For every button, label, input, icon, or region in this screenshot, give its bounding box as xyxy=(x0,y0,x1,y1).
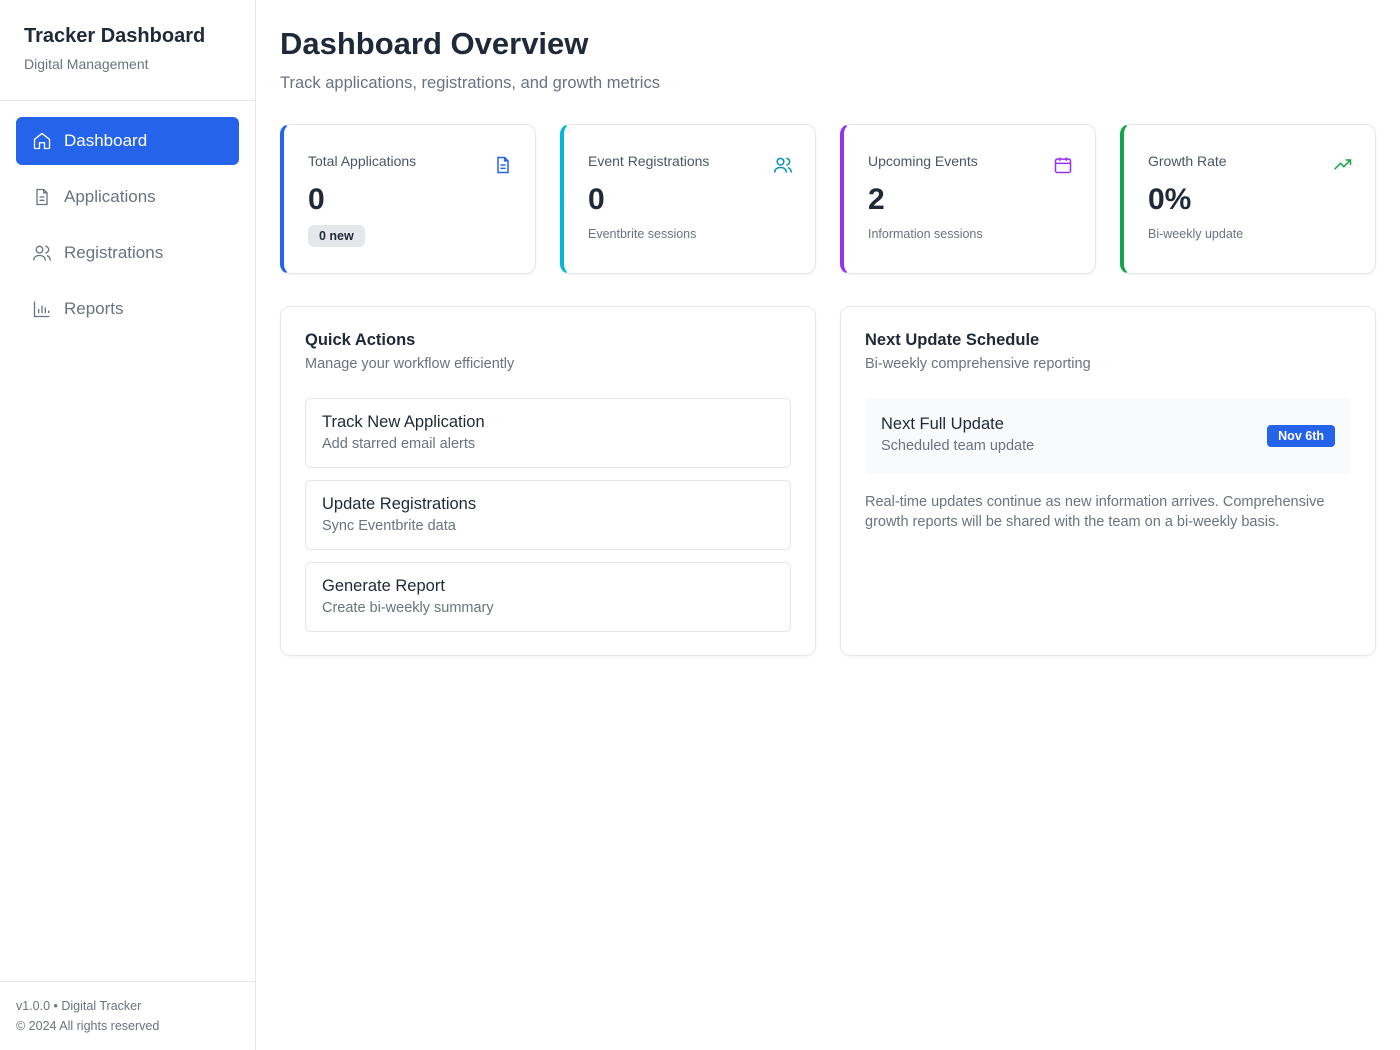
card-title: Quick Actions xyxy=(305,331,416,349)
schedule-text: Real-time updates continue as new inform… xyxy=(865,494,1325,530)
action-title: Update Registrations xyxy=(322,495,477,513)
action-description: Add starred email alerts xyxy=(322,436,476,452)
quick-actions: Quick Actions Manage your workflow effic… xyxy=(280,306,816,656)
stat-label: Total Applications xyxy=(308,153,417,169)
nav-item[interactable]: Dashboard xyxy=(16,117,239,165)
trend-icon xyxy=(1334,159,1352,170)
action-button[interactable]: Track New Application Add starred email a… xyxy=(305,398,791,468)
stat-note: Information sessions xyxy=(868,227,983,241)
stat-value: 0 xyxy=(308,183,325,216)
cards: Quick Actions Manage your workflow effic… xyxy=(280,306,1376,656)
version: v1.0.0 • Digital Tracker xyxy=(16,999,142,1013)
stat-card: Event Registrations 0 Eventbrite session… xyxy=(560,124,816,274)
stat-note: Bi-weekly update xyxy=(1148,227,1244,241)
stat-label: Event Registrations xyxy=(588,153,710,169)
schedule-item: Next Full Update Scheduled team update N… xyxy=(865,398,1351,474)
action-button[interactable]: Update Registrations Sync Eventbrite data xyxy=(305,480,791,550)
stat-label: Upcoming Events xyxy=(868,153,978,169)
chart-icon xyxy=(33,301,50,318)
page-subtitle: Track applications, registrations, and g… xyxy=(280,74,660,92)
action-description: Sync Eventbrite data xyxy=(322,518,456,534)
stats: Total Applications 0 0 new Event Registr… xyxy=(280,124,1376,274)
main: Dashboard Overview Track applications, r… xyxy=(280,0,1376,656)
schedule-description: Scheduled team update xyxy=(881,438,1035,454)
nav-label: Registrations xyxy=(64,243,164,262)
app-subtitle: Digital Management xyxy=(24,56,149,72)
stat-note: Eventbrite sessions xyxy=(588,227,697,241)
card-subtitle: Manage your workflow efficiently xyxy=(305,356,515,372)
action-title: Track New Application xyxy=(322,413,485,431)
stat-card: Total Applications 0 0 new xyxy=(280,124,536,274)
schedule: Next Update Schedule Bi-weekly comprehen… xyxy=(840,306,1376,656)
schedule-title: Next Full Update xyxy=(881,415,1004,433)
sidebar: Tracker Dashboard Digital Management Das… xyxy=(0,0,256,1050)
app-title: Tracker Dashboard xyxy=(24,25,206,47)
action-description: Create bi-weekly summary xyxy=(322,600,494,616)
action-button[interactable]: Generate Report Create bi-weekly summary xyxy=(305,562,791,632)
users-icon xyxy=(33,245,51,261)
nav: Dashboard Applications Registrations Rep… xyxy=(0,101,255,357)
stat-value: 0% xyxy=(1148,183,1192,216)
calendar-icon xyxy=(1054,157,1072,174)
nav-label: Reports xyxy=(64,299,124,318)
card-subtitle: Bi-weekly comprehensive reporting xyxy=(865,356,1091,372)
stat-value: 0 xyxy=(588,183,605,216)
file-icon xyxy=(36,188,48,206)
brand: Tracker Dashboard Digital Management xyxy=(0,0,255,101)
sidebar-footer: v1.0.0 • Digital Tracker © 2024 All righ… xyxy=(0,981,255,1050)
home-icon xyxy=(33,132,51,150)
nav-label: Applications xyxy=(64,187,156,206)
nav-item[interactable]: Applications xyxy=(16,173,239,221)
stat-badge: 0 new xyxy=(308,225,365,247)
stat-label: Growth Rate xyxy=(1148,153,1227,169)
nav-item[interactable]: Registrations xyxy=(16,229,239,277)
copyright: © 2024 All rights reserved xyxy=(16,1019,160,1033)
stat-value: 2 xyxy=(868,183,885,216)
card-title: Next Update Schedule xyxy=(865,331,1040,349)
page-title: Dashboard Overview xyxy=(280,26,589,61)
nav-label: Dashboard xyxy=(64,131,148,150)
action-title: Generate Report xyxy=(322,577,445,595)
stat-card: Growth Rate 0% Bi-weekly update xyxy=(1120,124,1376,274)
file-icon xyxy=(497,156,509,174)
date-badge: Nov 6th xyxy=(1267,425,1335,447)
nav-item[interactable]: Reports xyxy=(16,285,239,333)
users-icon xyxy=(773,157,793,173)
stat-card: Upcoming Events 2 Information sessions xyxy=(840,124,1096,274)
